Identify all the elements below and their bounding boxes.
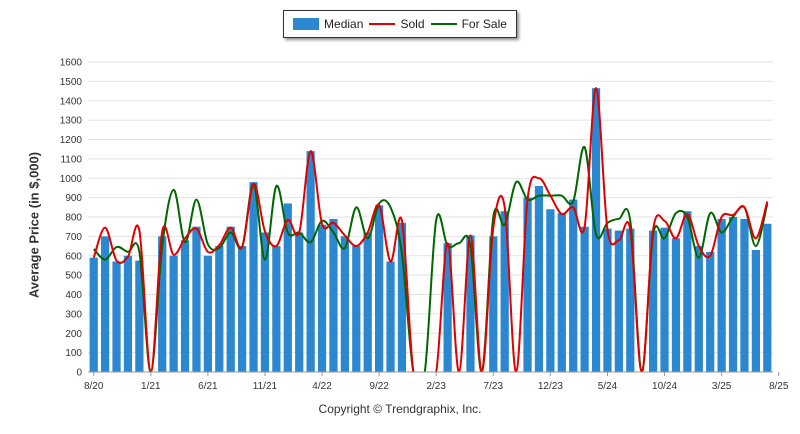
median-bar bbox=[523, 197, 532, 372]
median-bar bbox=[717, 218, 726, 372]
median-bar bbox=[135, 260, 144, 372]
median-bar bbox=[215, 246, 224, 372]
legend-item-sold: Sold bbox=[369, 17, 425, 31]
median-bar bbox=[317, 224, 327, 372]
y-tick-label: 300 bbox=[65, 309, 82, 320]
median-bar bbox=[226, 226, 235, 372]
y-tick-label: 100 bbox=[65, 348, 82, 359]
legend: Median Sold For Sale bbox=[283, 10, 517, 38]
legend-item-median: Median bbox=[293, 17, 363, 31]
x-tick-label: 11/21 bbox=[253, 381, 278, 392]
median-bar bbox=[671, 238, 681, 372]
median-bar bbox=[751, 249, 760, 372]
legend-label-sold: Sold bbox=[400, 17, 425, 31]
y-tick-label: 0 bbox=[76, 368, 82, 379]
y-tick-label: 1200 bbox=[60, 135, 83, 146]
y-tick-label: 500 bbox=[65, 271, 82, 282]
y-tick-label: 1600 bbox=[60, 58, 83, 69]
legend-label-median: Median bbox=[324, 17, 364, 31]
grid-lines bbox=[88, 61, 773, 373]
y-tick-label: 1500 bbox=[60, 77, 83, 88]
median-bar bbox=[158, 236, 167, 372]
y-tick-label: 1300 bbox=[60, 116, 83, 127]
median-bar bbox=[112, 261, 121, 372]
median-bar bbox=[238, 246, 247, 372]
legend-item-for-sale: For Sale bbox=[430, 17, 507, 31]
median-bar bbox=[534, 186, 544, 372]
x-tick-label: 3/25 bbox=[712, 381, 732, 392]
median-bar bbox=[683, 211, 692, 372]
median-bar bbox=[249, 182, 258, 372]
x-axis: 8/20 1/21 6/21 11/21 4/22 9/22 2/23 7/23 12/23 5/… bbox=[84, 371, 789, 392]
x-tick-label: 4/22 bbox=[312, 381, 332, 392]
y-tick-label: 900 bbox=[65, 193, 82, 204]
median-bar bbox=[626, 228, 635, 372]
median-bar bbox=[123, 255, 133, 372]
median-bar bbox=[649, 230, 658, 372]
median-bar bbox=[260, 232, 270, 372]
median-bar bbox=[614, 230, 623, 372]
x-tick-label: 1/21 bbox=[141, 381, 161, 392]
median-bar bbox=[500, 211, 509, 372]
median-bar bbox=[580, 226, 589, 372]
median-bar bbox=[694, 246, 703, 372]
y-tick-label: 1100 bbox=[60, 154, 82, 165]
y-tick-label: 1400 bbox=[60, 96, 83, 107]
median-bar bbox=[375, 205, 384, 372]
median-bar bbox=[329, 218, 338, 372]
legend-label-for-sale: For Sale bbox=[461, 17, 507, 31]
y-tick-label: 400 bbox=[65, 290, 82, 301]
y-tick-label: 600 bbox=[65, 251, 82, 262]
y-tick-label: 1000 bbox=[60, 174, 83, 185]
median-bar bbox=[192, 226, 201, 372]
median-bar bbox=[660, 227, 669, 372]
y-tick-label: 800 bbox=[65, 213, 82, 224]
median-bar bbox=[180, 240, 190, 372]
copyright-text: Copyright © Trendgraphix, Inc. bbox=[318, 402, 482, 416]
y-axis-title: Average Price (in $,000) bbox=[26, 151, 42, 299]
median-bar bbox=[557, 213, 566, 372]
median-bar bbox=[169, 255, 178, 372]
y-axis-ticks: 0 100 200 300 400 500 600 700 800 900 1000 1100 1200… bbox=[60, 58, 83, 379]
median-bar bbox=[706, 251, 715, 372]
median-bar bbox=[295, 232, 304, 372]
median-bar bbox=[603, 228, 612, 372]
median-bar bbox=[728, 217, 738, 372]
y-tick-label: 700 bbox=[65, 232, 82, 243]
sold-line bbox=[92, 87, 769, 372]
sold-swatch bbox=[369, 23, 396, 25]
x-tick-label: 8/25 bbox=[769, 381, 789, 392]
x-tick-label: 5/24 bbox=[598, 381, 618, 392]
median-bar bbox=[489, 236, 498, 372]
median-bar bbox=[306, 151, 315, 372]
x-tick-label: 12/23 bbox=[538, 381, 563, 392]
median-bar bbox=[272, 246, 281, 372]
x-tick-label: 10/24 bbox=[652, 381, 677, 392]
median-bar bbox=[386, 261, 395, 372]
median-bar bbox=[763, 223, 772, 372]
for-sale-swatch bbox=[430, 23, 457, 25]
median-bar bbox=[203, 255, 212, 372]
median-swatch bbox=[293, 18, 320, 30]
median-bar bbox=[363, 232, 372, 372]
median-bar bbox=[397, 222, 407, 372]
median-bar bbox=[466, 235, 475, 372]
median-bar bbox=[283, 203, 292, 372]
median-bar bbox=[352, 246, 361, 372]
median-bar bbox=[89, 257, 98, 372]
x-tick-label: 8/20 bbox=[84, 381, 104, 392]
y-tick-label: 200 bbox=[65, 329, 82, 340]
median-bar bbox=[740, 218, 749, 372]
median-bar bbox=[546, 209, 555, 372]
x-tick-label: 2/23 bbox=[426, 381, 446, 392]
x-tick-label: 7/23 bbox=[484, 381, 504, 392]
median-bar bbox=[443, 243, 452, 372]
x-tick-label: 9/22 bbox=[369, 381, 389, 392]
median-bar bbox=[340, 236, 349, 372]
series-lines bbox=[92, 87, 769, 372]
x-tick-label: 6/21 bbox=[198, 381, 218, 392]
median-bar bbox=[101, 236, 110, 372]
median-bar bbox=[569, 199, 578, 372]
